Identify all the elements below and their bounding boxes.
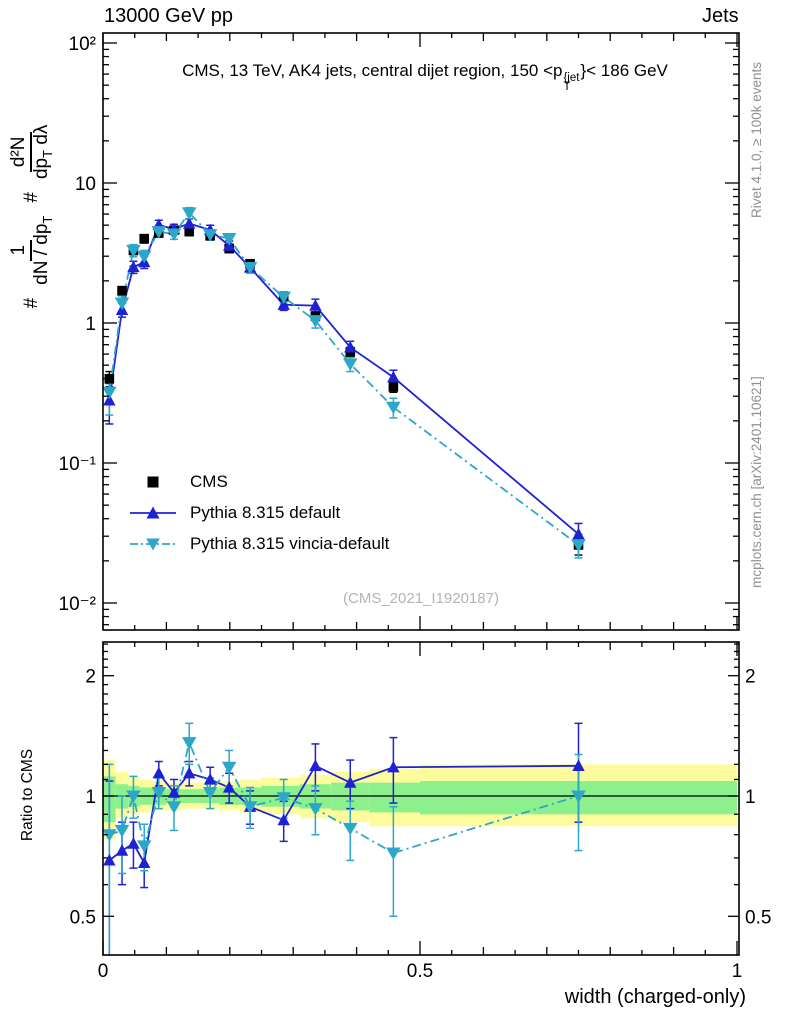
main-y-axis-label: # 1 dN / dpT # d²N dpT dλ — [3, 25, 61, 405]
legend: CMS Pythia 8.315 default Pythia 8.315 vi… — [128, 466, 389, 559]
svg-text:10: 10 — [75, 174, 96, 195]
svg-text:0.5: 0.5 — [407, 961, 433, 982]
cms-square-marker-icon — [147, 476, 159, 487]
legend-label-cms: CMS — [190, 471, 228, 491]
svg-text:10⁻¹: 10⁻¹ — [59, 454, 97, 475]
analysis-group-label: Jets — [702, 5, 739, 27]
hash-symbol: # — [21, 192, 42, 203]
svg-text:0.5: 0.5 — [70, 907, 96, 928]
svg-text:10⁻²: 10⁻² — [59, 594, 97, 615]
x-axis-label: width (charged-only) — [564, 986, 746, 1008]
pythia-default-line-marker-icon — [130, 506, 176, 518]
plot-title-text: CMS, 13 TeV, AK4 jets, central dijet reg… — [182, 61, 563, 80]
ratio-y-axis-label: Ratio to CMS — [19, 748, 36, 842]
svg-text:1: 1 — [732, 961, 743, 982]
pt-jet-supsub: {jet T — [563, 72, 580, 94]
legend-label-pythia-default: Pythia 8.315 default — [190, 502, 341, 522]
pt-jet-sub: T — [563, 81, 571, 94]
watermark: (CMS_2021_I1920187) — [343, 590, 499, 607]
plot-title-suffix: }< 186 GeV — [580, 61, 668, 80]
hash-symbol: # — [21, 297, 42, 309]
pythia-vincia-line-marker-icon — [130, 538, 176, 550]
svg-text:1: 1 — [85, 314, 96, 335]
svg-text:0.5: 0.5 — [745, 907, 771, 928]
pt-jet-sup: {jet — [563, 72, 580, 85]
legend-item-cms: CMS — [128, 466, 389, 497]
svg-text:10²: 10² — [69, 34, 96, 55]
beam-energy-label: 13000 GeV pp — [104, 5, 233, 27]
svg-text:0: 0 — [98, 961, 109, 982]
fraction-one-over-dndpt: 1 dN / dpT — [8, 215, 55, 285]
mcplots-arxiv-label: mcplots.cern.ch [arXiv:2401.10621] — [749, 376, 764, 588]
svg-text:1: 1 — [745, 787, 756, 808]
svg-text:1: 1 — [85, 787, 96, 808]
plot-title: CMS, 13 TeV, AK4 jets, central dijet reg… — [100, 61, 750, 93]
legend-item-pythia-default: Pythia 8.315 default — [128, 497, 389, 528]
svg-text:2: 2 — [85, 667, 96, 688]
fraction-d2n: d²N dpT dλ — [8, 124, 55, 180]
svg-text:2: 2 — [745, 667, 756, 688]
legend-label-pythia-vincia: Pythia 8.315 vincia-default — [190, 533, 390, 553]
rivet-version-label: Rivet 4.1.0, ≥ 100k events — [749, 62, 764, 218]
legend-item-pythia-vincia: Pythia 8.315 vincia-default — [128, 528, 389, 559]
